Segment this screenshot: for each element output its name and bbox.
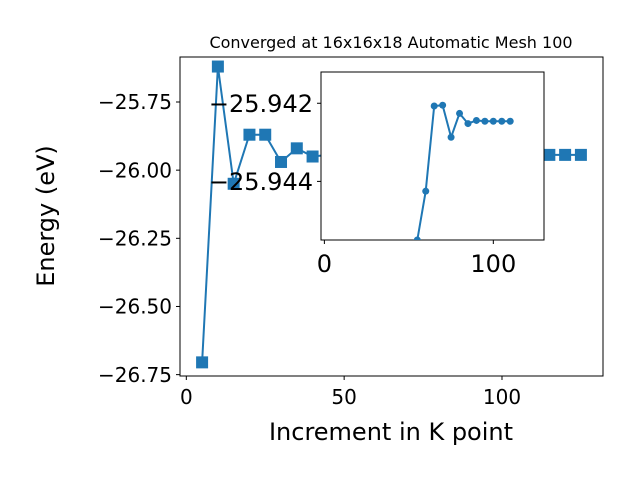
x-axis-label: Increment in K point — [269, 418, 513, 446]
inset-data-point — [456, 109, 464, 117]
inset-data-point — [498, 117, 506, 125]
main-data-point — [211, 60, 224, 73]
main-y-tick-label: −26.00 — [98, 158, 172, 182]
inset-data-point — [447, 133, 455, 141]
main-y-tick-label: −25.75 — [98, 90, 172, 114]
inset-x-tick-label: 0 — [317, 250, 332, 278]
main-data-point — [243, 128, 256, 141]
inset-ticks: 0 100 −25.944 −25.942 — [209, 90, 516, 278]
inset-data-point — [430, 102, 438, 110]
inset-data-point — [464, 120, 472, 128]
inset-x-tick-label: 100 — [470, 250, 516, 278]
inset-y-tick-label: −25.942 — [209, 90, 313, 118]
main-x-tick-label: 50 — [331, 385, 356, 409]
inset-data-point — [506, 117, 514, 125]
main-data-point — [574, 148, 587, 161]
inset-series — [413, 101, 514, 240]
inset-data-point — [439, 101, 447, 109]
main-data-point — [543, 148, 556, 161]
inset-axes: 0 100 −25.944 −25.942 — [209, 71, 545, 278]
main-y-tick-label: −26.25 — [98, 227, 172, 251]
inset-data-point — [489, 117, 497, 125]
main-x-tick-label: 100 — [483, 385, 521, 409]
inset-plot-frame — [320, 71, 545, 241]
y-axis-label: Energy (eV) — [32, 145, 60, 287]
main-data-point — [559, 148, 572, 161]
inset-data-point — [413, 236, 421, 240]
main-data-point — [227, 177, 240, 190]
inset-y-tick-label: −25.944 — [209, 168, 313, 196]
main-data-point — [275, 155, 288, 168]
inset-data-point — [472, 116, 480, 124]
main-ticks: 0 50 100 −25.75 −26.00 −26.25 −26.50 −26.75 — [98, 90, 521, 409]
main-data-point — [290, 142, 303, 155]
chart-title: Converged at 16x16x18 Automatic Mesh 100 — [209, 33, 572, 52]
main-data-point — [259, 128, 272, 141]
main-y-tick-label: −26.50 — [98, 295, 172, 319]
main-data-point — [196, 356, 209, 369]
main-x-tick-label: 0 — [180, 385, 193, 409]
main-y-tick-label: −26.75 — [98, 363, 172, 387]
main-data-point — [306, 150, 319, 163]
inset-data-point — [422, 187, 430, 195]
inset-data-point — [481, 117, 489, 125]
